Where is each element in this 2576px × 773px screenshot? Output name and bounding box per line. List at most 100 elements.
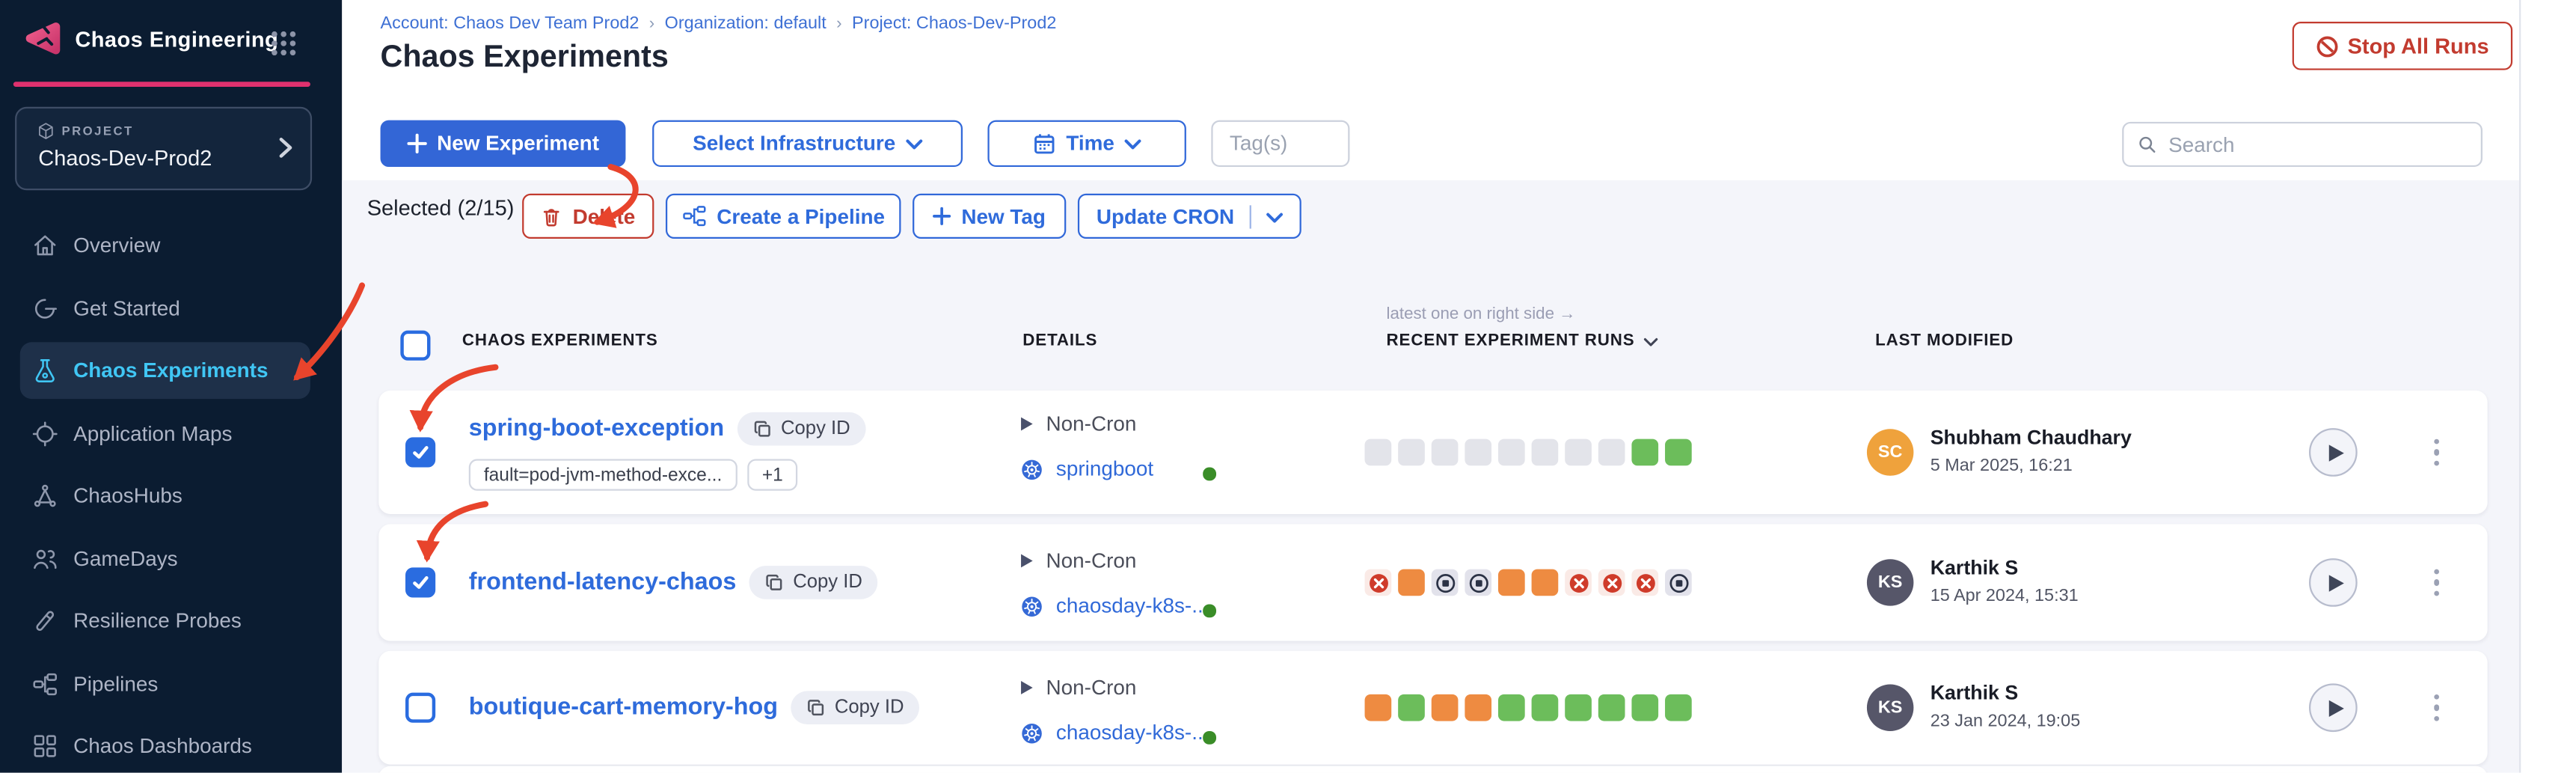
run-status-stopped[interactable] [1465,569,1492,596]
time-dropdown[interactable]: Time [987,120,1186,168]
breadcrumb-project[interactable]: Project: Chaos-Dev-Prod2 [852,13,1057,34]
sidebar-item-application-maps[interactable]: Application Maps [0,405,342,462]
tags-filter-input[interactable] [1211,120,1350,168]
copy-id-button[interactable]: Copy ID [737,412,865,446]
row-checkbox[interactable] [405,692,436,723]
run-experiment-button[interactable] [2309,683,2358,733]
copy-id-button[interactable]: Copy ID [791,691,919,725]
experiment-row: frontend-latency-chaos Copy ID Non-Cron … [378,524,2488,641]
run-status-green[interactable] [1665,439,1692,466]
stop-all-runs-button[interactable]: Stop All Runs [2292,21,2513,70]
search-input[interactable] [2168,123,2468,165]
run-status-gray[interactable] [1598,439,1625,466]
run-status-green[interactable] [1631,439,1659,466]
sidebar-item-gamedays[interactable]: GameDays [0,530,342,587]
breadcrumb-account[interactable]: Account: Chaos Dev Team Prod2 [380,13,640,34]
project-selector[interactable]: PROJECT Chaos-Dev-Prod2 [15,106,313,191]
play-icon [2328,699,2343,716]
recent-runs [1364,569,1692,596]
run-status-gray[interactable] [1531,439,1559,466]
modified-date: 5 Mar 2025, 16:21 [1930,455,2073,476]
experiment-name-link[interactable]: boutique-cart-memory-hog [468,694,779,721]
run-status-gray[interactable] [1565,439,1592,466]
row-menu-button[interactable] [2427,688,2446,727]
selected-count: Selected (2/15) [367,195,515,221]
run-status-orange[interactable] [1364,694,1392,721]
sidebar-item-pipelines[interactable]: Pipelines [0,655,342,712]
tag-chip: fault=pod-jvm-method-exce... [468,459,737,491]
project-cube-icon [37,122,55,141]
sidebar-item-resilience-probes[interactable]: Resilience Probes [0,593,342,650]
run-status-gray[interactable] [1465,439,1492,466]
run-status-orange[interactable] [1497,569,1525,596]
pipelines-icon [30,669,58,697]
run-status-green[interactable] [1497,694,1525,721]
run-status-failed[interactable] [1565,569,1592,596]
run-status-gray[interactable] [1497,439,1525,466]
create-pipeline-button[interactable]: Create a Pipeline [665,193,901,239]
plus-icon [933,207,951,225]
infra-status-dot [1203,604,1215,617]
sidebar-item-chaos-dashboards[interactable]: Chaos Dashboards [0,718,342,773]
avatar: KS [1866,559,1914,606]
delete-button[interactable]: Delete [522,193,654,239]
select-all-checkbox[interactable] [400,330,431,361]
run-status-stopped[interactable] [1665,569,1692,596]
sidebar-item-overview[interactable]: Overview [0,217,342,274]
sidebar-item-get-started[interactable]: Get Started [0,280,342,337]
experiment-name-link[interactable]: spring-boot-exception [468,415,725,443]
run-status-orange[interactable] [1431,694,1459,721]
plus-icon [407,133,427,153]
row-menu-button[interactable] [2427,433,2446,472]
project-label: PROJECT [61,123,134,139]
modified-date: 15 Apr 2024, 15:31 [1930,585,2079,606]
select-infrastructure-dropdown[interactable]: Select Infrastructure [652,120,963,168]
run-status-gray[interactable] [1431,439,1459,466]
module-grid-icon[interactable] [269,28,298,58]
run-experiment-button[interactable] [2309,428,2358,477]
run-experiment-button[interactable] [2309,558,2358,607]
run-status-green[interactable] [1398,694,1425,721]
run-status-green[interactable] [1531,694,1559,721]
get-started-icon [30,294,58,323]
sort-caret-icon [1643,337,1657,346]
infrastructure-link[interactable]: chaosday-k8s-... [1055,594,1209,618]
chevron-down-icon [1124,139,1141,150]
new-experiment-button[interactable]: New Experiment [380,120,626,168]
run-status-gray[interactable] [1364,439,1392,466]
infrastructure-link[interactable]: springboot [1055,457,1154,481]
new-tag-button[interactable]: New Tag [913,193,1067,239]
row-checkbox[interactable] [405,567,436,598]
trash-icon [544,208,560,226]
run-status-stopped[interactable] [1431,569,1459,596]
run-status-failed[interactable] [1364,569,1392,596]
run-status-gray[interactable] [1398,439,1425,466]
search-box[interactable] [2122,121,2483,168]
copy-id-button[interactable]: Copy ID [749,566,877,599]
run-status-green[interactable] [1665,694,1692,721]
run-status-green[interactable] [1565,694,1592,721]
experiments-list: Selected (2/15) Delete Create a Pipeline… [342,180,2520,773]
run-status-failed[interactable] [1631,569,1659,596]
play-icon [2328,574,2343,591]
run-status-orange[interactable] [1398,569,1425,596]
experiment-row-partial [378,766,2488,773]
column-header-runs-sort[interactable]: RECENT EXPERIMENT RUNS [1387,332,1658,350]
application-maps-icon [30,419,58,447]
experiment-name-link[interactable]: frontend-latency-chaos [468,569,737,596]
update-cron-button[interactable]: Update CRON [1077,193,1301,239]
run-status-green[interactable] [1631,694,1659,721]
run-status-orange[interactable] [1531,569,1559,596]
run-status-failed[interactable] [1598,569,1625,596]
infrastructure-link[interactable]: chaosday-k8s-... [1055,721,1209,745]
sidebar-item-chaoshubs[interactable]: ChaosHubs [0,468,342,525]
chaos-logo-icon[interactable] [20,16,64,60]
run-status-green[interactable] [1598,694,1625,721]
row-menu-button[interactable] [2427,563,2446,602]
sidebar-item-chaos-experiments[interactable]: Chaos Experiments [19,342,310,400]
run-status-orange[interactable] [1465,694,1492,721]
tags-input[interactable] [1229,121,1331,165]
breadcrumb-organization[interactable]: Organization: default [664,13,827,34]
row-details: Non-Cron springboot [1021,391,1321,514]
row-checkbox[interactable] [405,437,436,468]
